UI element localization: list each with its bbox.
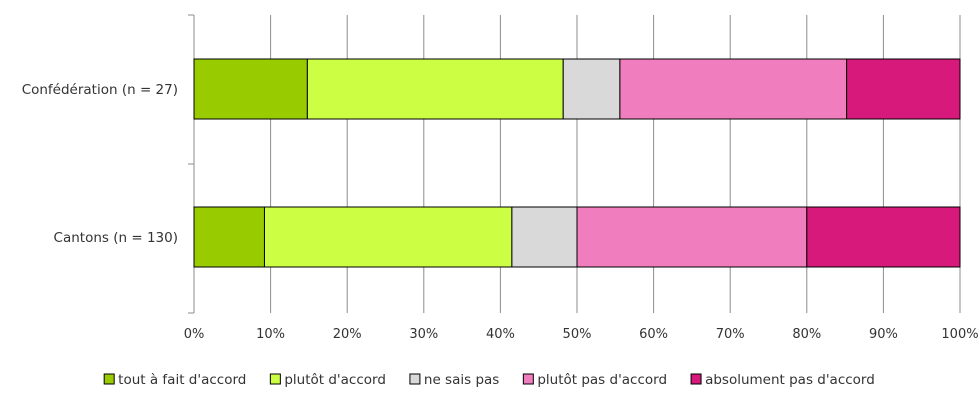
bar-segment: [846, 58, 961, 120]
legend-swatch: [522, 373, 534, 385]
legend-item: absolument pas d'accord: [690, 372, 875, 388]
bar-layer: [193, 58, 961, 268]
legend-label: absolument pas d'accord: [705, 372, 875, 388]
legend-swatch: [409, 373, 421, 385]
legend-swatch: [103, 373, 115, 385]
x-tick-label: 50%: [563, 327, 592, 342]
category-labels: Confédération (n = 27) Cantons (n = 130): [22, 82, 178, 246]
bar-segment: [193, 58, 308, 120]
x-tick-label: 40%: [486, 327, 515, 342]
bar-segment: [306, 58, 564, 120]
legend-label: tout à fait d'accord: [118, 372, 246, 388]
x-tick-label: 20%: [333, 327, 362, 342]
legend: tout à fait d'accord plutôt d'accord ne sa…: [103, 372, 875, 388]
legend-item: tout à fait d'accord: [103, 372, 246, 388]
bar-segment: [806, 206, 961, 268]
x-tick-label: 80%: [792, 327, 821, 342]
x-tick-label: 100%: [941, 327, 978, 342]
bar-segment: [511, 206, 578, 268]
category-label: Cantons (n = 130): [54, 230, 178, 246]
x-tick-label: 0%: [184, 327, 205, 342]
legend-item: ne sais pas: [409, 372, 499, 388]
category-label: Confédération (n = 27): [22, 82, 178, 98]
legend-item: plutôt d'accord: [269, 372, 386, 388]
bar-segment: [562, 58, 621, 120]
x-tick-label: 70%: [716, 327, 745, 342]
x-tick-label: 10%: [256, 327, 285, 342]
bar-segment: [619, 58, 848, 120]
legend-swatch: [690, 373, 702, 385]
axis-layer: [188, 14, 195, 314]
bar-segment: [263, 206, 513, 268]
x-tick-labels: 0% 10% 20% 30% 40% 50% 60% 70% 80% 90% 100%: [184, 327, 979, 342]
x-tick-label: 30%: [409, 327, 438, 342]
legend-label: plutôt pas d'accord: [537, 372, 667, 388]
legend-swatch: [269, 373, 281, 385]
x-tick-label: 90%: [869, 327, 898, 342]
bar-segment: [576, 206, 808, 268]
legend-label: ne sais pas: [424, 372, 499, 388]
legend-label: plutôt d'accord: [284, 372, 386, 388]
x-tick-label: 60%: [639, 327, 668, 342]
legend-item: plutôt pas d'accord: [522, 372, 667, 388]
bar-segment: [193, 206, 265, 268]
